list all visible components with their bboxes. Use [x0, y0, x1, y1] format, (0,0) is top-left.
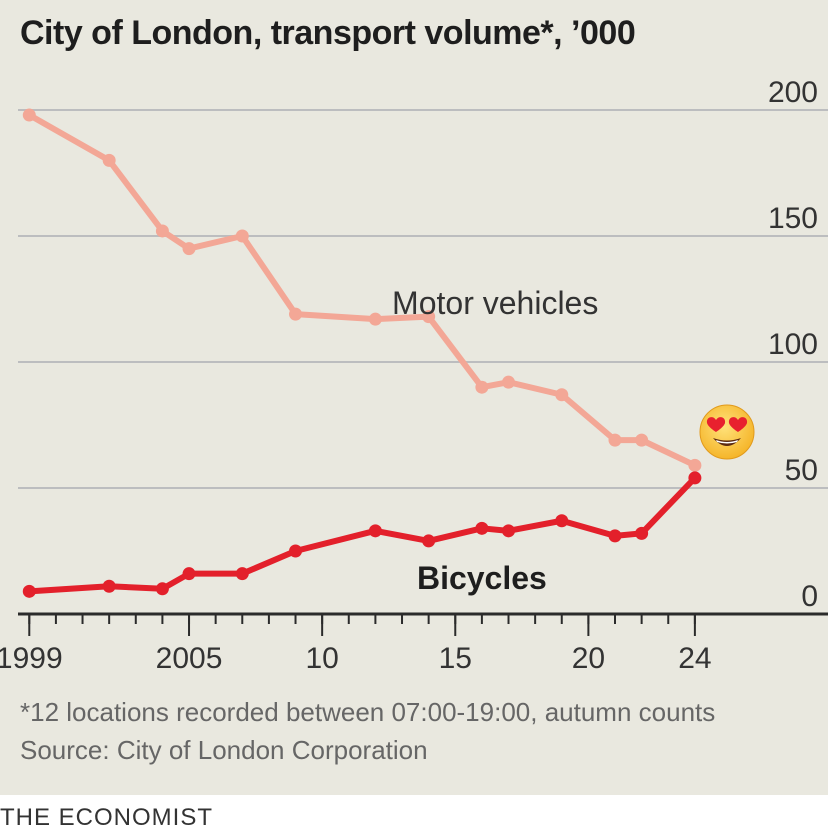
series-label-motor-vehicles: Motor vehicles [392, 285, 598, 321]
line-chart: 0 50 100 150 200 1999 2005 10 15 20 24 Motor vehi… [0, 76, 828, 675]
data-point-bicycles-2007 [235, 567, 249, 581]
y-tick-label-50: 50 [785, 454, 818, 487]
y-tick-label-100: 100 [768, 328, 818, 361]
data-point-motor-vehicles-1999 [22, 108, 36, 122]
x-tick-label-2015: 15 [439, 642, 472, 675]
data-point-bicycles-2016 [475, 521, 489, 535]
x-tick-label-2020: 20 [572, 642, 605, 675]
x-tick-label-2010: 10 [305, 642, 338, 675]
data-point-bicycles-2002 [102, 579, 116, 593]
data-point-bicycles-2019 [555, 514, 569, 528]
data-point-bicycles-2021 [608, 529, 622, 543]
chart-footnote: *12 locations recorded between 07:00-19:… [20, 697, 716, 727]
data-point-motor-vehicles-2014 [422, 310, 436, 324]
series-line-bicycles [26, 474, 698, 595]
data-point-bicycles-2024 [688, 471, 702, 485]
data-point-motor-vehicles-2005 [182, 242, 196, 256]
y-tick-label-0: 0 [801, 580, 818, 613]
data-point-bicycles-2022 [635, 526, 649, 540]
y-tick-label-150: 150 [768, 202, 818, 235]
data-point-motor-vehicles-2007 [235, 229, 249, 243]
data-point-bicycles-2014 [422, 534, 436, 548]
data-point-motor-vehicles-2009 [289, 307, 303, 321]
chart-title: City of London, transport volume*, ’000 [20, 14, 636, 52]
data-point-motor-vehicles-2022 [635, 433, 649, 447]
chart-figure: City of London, transport volume*, ’000 … [0, 0, 828, 795]
heart-eyes-emoji-icon [697, 402, 757, 462]
data-point-bicycles-2004 [155, 582, 169, 596]
data-point-bicycles-2005 [182, 567, 196, 581]
y-tick-label-200: 200 [768, 76, 818, 109]
data-point-motor-vehicles-2016 [475, 380, 489, 394]
data-point-motor-vehicles-2002 [102, 153, 116, 167]
data-point-motor-vehicles-2012 [368, 312, 382, 326]
data-point-motor-vehicles-2017 [502, 375, 516, 389]
data-point-motor-vehicles-2004 [155, 224, 169, 238]
x-tick-label-1999: 1999 [0, 642, 63, 675]
x-tick-label-2005: 2005 [156, 642, 223, 675]
data-point-bicycles-2017 [502, 524, 516, 538]
data-point-motor-vehicles-2021 [608, 433, 622, 447]
x-tick-label-2024: 24 [678, 642, 711, 675]
chart-source: Source: City of London Corporation [20, 735, 428, 765]
data-point-bicycles-1999 [22, 584, 36, 598]
data-point-bicycles-2012 [368, 524, 382, 538]
publisher-credit: THE ECONOMIST [0, 804, 214, 831]
data-point-motor-vehicles-2019 [555, 388, 569, 402]
series-label-bicycles: Bicycles [417, 560, 547, 596]
data-point-motor-vehicles-2024 [688, 458, 702, 472]
data-point-bicycles-2009 [289, 544, 303, 558]
